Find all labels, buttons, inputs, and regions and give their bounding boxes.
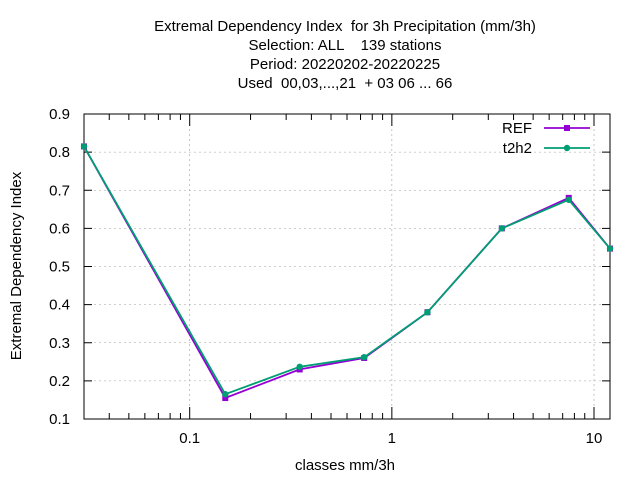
- y-tick-label: 0.2: [49, 373, 70, 390]
- chart-title: Extremal Dependency Index for 3h Precipi…: [0, 17, 640, 93]
- data-point: [222, 391, 229, 398]
- data-point: [606, 245, 614, 252]
- data-point: [222, 395, 229, 402]
- data-point: [361, 354, 368, 361]
- tick-labels: 0.1 0.2 0.3 0.4 0.5 0.6 0.7 0.8 0.9 0.1 1 10: [49, 106, 602, 447]
- x-tick-label: 10: [586, 430, 603, 447]
- x-tick-label: 1: [388, 430, 396, 447]
- legend-label: t2h2: [503, 140, 532, 157]
- y-tick-label: 0.4: [49, 297, 70, 314]
- plot-border: [83, 113, 611, 420]
- y-tick-label: 0.1: [49, 411, 70, 428]
- y-tick-label: 0.6: [49, 220, 70, 237]
- x-axis-label: classes mm/3h: [295, 457, 395, 474]
- y-axis-label: Extremal Dependency Index: [8, 171, 25, 360]
- data-point: [498, 225, 506, 232]
- grid: [84, 114, 610, 419]
- legend-marker: [564, 125, 570, 131]
- title-line-1: Extremal Dependency Index for 3h Precipi…: [154, 18, 536, 35]
- y-tick-label: 0.5: [49, 259, 70, 276]
- y-tick-label: 0.3: [49, 335, 70, 352]
- y-tick-label: 0.7: [49, 182, 70, 199]
- title-line-4: Used 00,03,...,21 + 03 06 ... 66: [237, 75, 453, 92]
- data-point: [424, 309, 431, 316]
- y-tick-label: 0.8: [49, 144, 70, 161]
- legend: REF t2h2: [502, 120, 590, 157]
- series-line: [83, 145, 611, 396]
- series-group: [80, 143, 614, 402]
- axes: [83, 113, 611, 420]
- title-line-3: Period: 20220202-20220225: [249, 56, 441, 73]
- data-point: [296, 363, 303, 370]
- title-line-2: Selection: ALL 139 stations: [248, 37, 442, 54]
- series-t2h2: [80, 143, 614, 398]
- data-point: [565, 196, 572, 203]
- series-ref: [81, 143, 613, 402]
- x-tick-label: 0.1: [179, 430, 200, 447]
- y-tick-label: 0.9: [49, 106, 70, 123]
- legend-label: REF: [502, 120, 532, 137]
- legend-marker: [563, 144, 571, 152]
- data-point: [80, 143, 88, 150]
